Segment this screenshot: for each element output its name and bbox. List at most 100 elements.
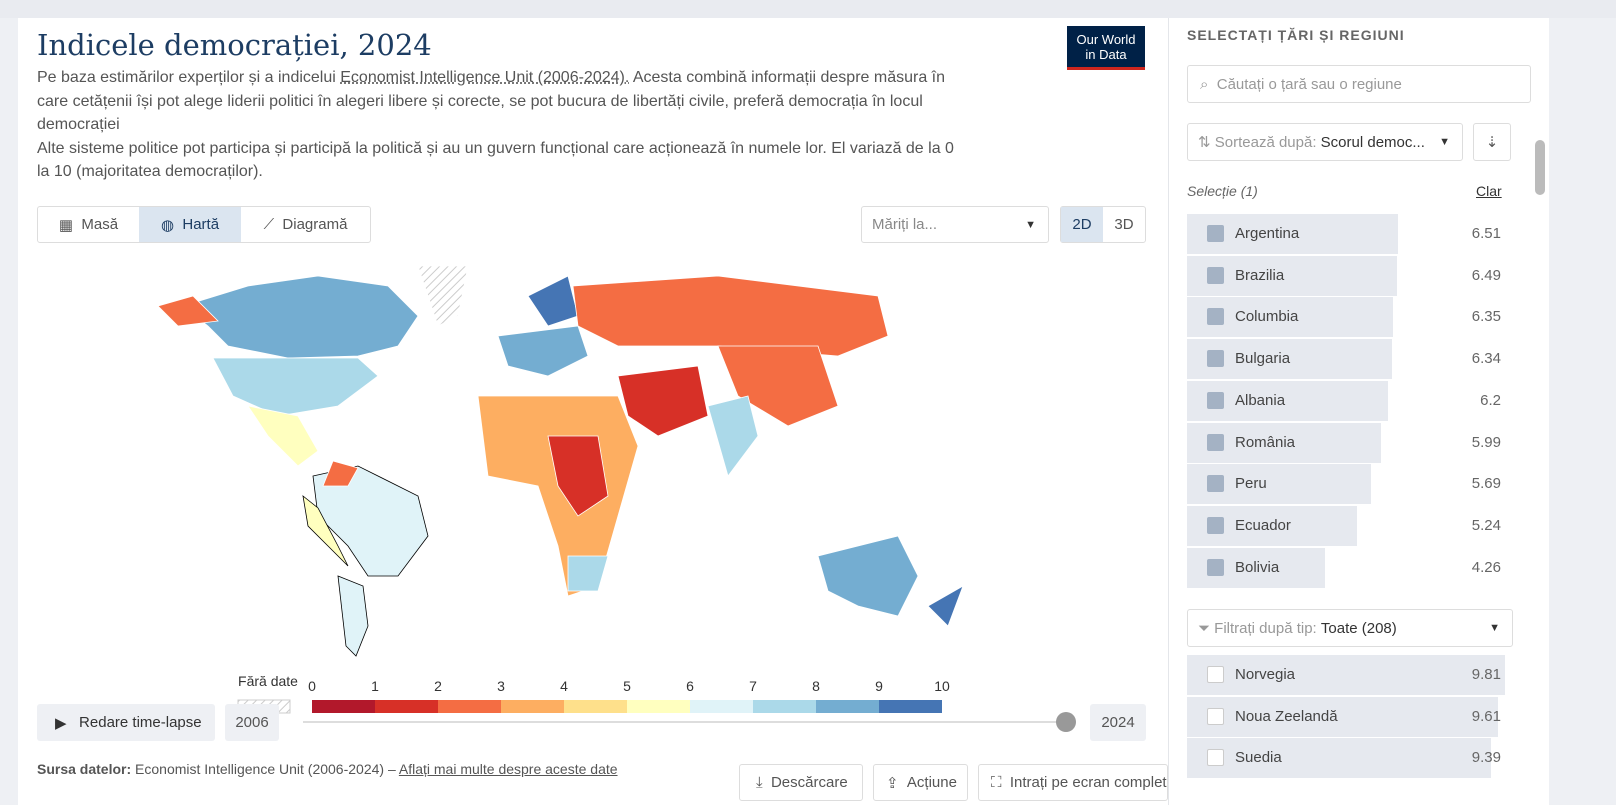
filter-select[interactable]: ⏷ Filtrați după tip: Toate (208) ▼ — [1187, 609, 1513, 647]
checkbox — [1207, 666, 1224, 683]
source-link[interactable]: Aflați mai multe despre aceste date — [398, 761, 618, 777]
action-label: Acțiune — [906, 774, 957, 791]
play-button[interactable]: ▶ Redare time-lapse — [37, 704, 215, 741]
australia — [817, 535, 919, 617]
peru — [302, 495, 349, 567]
end-year[interactable]: 2024 — [1090, 704, 1146, 741]
tab-label: Masă — [81, 216, 119, 233]
paragraph: Alte sisteme politice pot participa și p… — [37, 139, 954, 181]
legend-tick-label: 2 — [434, 678, 442, 694]
country-name: Bulgaria — [1235, 350, 1291, 368]
country-row[interactable]: Ecuador 5.24 — [1187, 505, 1511, 547]
country-name: Suedia — [1235, 749, 1282, 767]
nordics — [527, 275, 579, 327]
legend-tick-label: 6 — [686, 678, 694, 694]
world-map — [157, 265, 964, 657]
legend-bin — [816, 700, 879, 713]
country-row[interactable]: Bulgaria 6.34 — [1187, 339, 1511, 381]
checkbox — [1207, 516, 1224, 534]
legend-tick-label: 3 — [497, 678, 505, 694]
source-link[interactable]: Economist Intelligence Unit (2006-2024). — [340, 69, 630, 86]
action-label: Descărcare — [770, 774, 848, 791]
source: Sursa datelor: Economist Intelligence Un… — [37, 761, 618, 777]
source-label: Sursa datelor: — [37, 761, 132, 777]
country-name: România — [1235, 433, 1296, 451]
tab-active[interactable]: ◍ Hartă — [139, 207, 241, 242]
play-label: Redare time-lapse — [79, 714, 202, 731]
legend-tick-label: 4 — [560, 678, 568, 694]
country-name: Argentina — [1235, 225, 1300, 242]
tab[interactable]: ⟋ Diagramă — [263, 216, 348, 233]
legend-tick-label: 1 — [371, 678, 379, 694]
africa — [477, 395, 639, 597]
description: Pe baza estimărilor experților și a indi… — [37, 66, 977, 184]
country-value: 4.26 — [1471, 558, 1501, 576]
checkbox — [1207, 350, 1224, 368]
scrollbar[interactable] — [1535, 140, 1545, 195]
country-row[interactable]: România 5.99 — [1187, 422, 1511, 464]
action-button[interactable]: ⇪ Acțiune — [873, 764, 968, 801]
search-placeholder: Căutați o țară sau o regiune — [1216, 75, 1402, 93]
no-data-label: Fără date — [238, 673, 298, 689]
usa — [212, 357, 379, 417]
brazil — [312, 465, 429, 577]
checkbox — [1207, 558, 1224, 576]
sort-label: Sortează după: — [1214, 133, 1317, 151]
logo-line: in Data — [1085, 47, 1127, 62]
country-row[interactable]: Norvegia 9.81 — [1187, 655, 1511, 696]
sort-order[interactable]: ⇣ — [1473, 123, 1511, 161]
action-label: Intrați pe ecran complet — [1009, 774, 1167, 791]
logo[interactable]: Our World in Data — [1067, 26, 1145, 70]
country-name: Columbia — [1235, 308, 1299, 326]
timeline-handle[interactable] — [1056, 712, 1076, 732]
clear-button[interactable]: Clar — [1476, 183, 1502, 199]
sort-value: Scorul democ... — [1320, 133, 1425, 151]
logo-line: Our World — [1076, 32, 1136, 47]
country-row[interactable]: Columbia 6.35 — [1187, 297, 1511, 339]
country-row[interactable]: Albania 6.2 — [1187, 380, 1511, 422]
country-row[interactable]: Peru 5.69 — [1187, 464, 1511, 506]
sort-select[interactable]: ⇅ Sortează după: Scorul democ... ▼ — [1187, 123, 1463, 161]
country-name: Noua Zeelandă — [1235, 707, 1338, 725]
checkbox — [1207, 308, 1224, 326]
country-value: 6.35 — [1471, 308, 1501, 326]
country-name: Norvegia — [1235, 666, 1296, 683]
country-row[interactable]: Argentina 6.51 — [1187, 214, 1511, 255]
view-2d[interactable]: 2D — [1061, 207, 1103, 242]
action-button[interactable]: ⛶ Intrați pe ecran complet — [978, 764, 1168, 801]
legend-bin — [501, 700, 564, 713]
russia-east — [157, 295, 219, 327]
checkbox — [1207, 391, 1224, 409]
country-name: Ecuador — [1235, 516, 1291, 534]
text: Pe baza estimărilor experților și a indi… — [37, 69, 336, 86]
country-row[interactable]: Bolivia 4.26 — [1187, 547, 1511, 589]
country-row[interactable]: Suedia 9.39 — [1187, 738, 1511, 780]
europe — [497, 325, 589, 377]
country-value: 6.49 — [1471, 266, 1501, 284]
zoom-select[interactable]: Măriți la... ▼ — [861, 206, 1049, 243]
text: Acesta combină informații despre măsura … — [37, 69, 945, 133]
tab[interactable]: ▦ Masă — [58, 216, 119, 234]
legend-bin — [753, 700, 816, 713]
filter-value: Toate (208) — [1320, 619, 1397, 637]
country-row[interactable]: Brazilia 6.49 — [1187, 255, 1511, 297]
legend-tick-label: 5 — [623, 678, 631, 694]
legend-bin — [627, 700, 690, 713]
country-value: 9.81 — [1471, 666, 1501, 683]
search-box[interactable]: ⌕ Căutați o țară sau o regiune — [1187, 65, 1531, 103]
zoom-label: Măriți la... — [872, 216, 938, 233]
start-year[interactable]: 2006 — [225, 704, 279, 741]
action-button[interactable]: ⤓ Descărcare — [739, 764, 863, 801]
checkbox — [1207, 225, 1224, 242]
tab-label: Hartă — [182, 216, 220, 233]
new-zealand — [927, 585, 964, 627]
country-row[interactable]: Noua Zeelandă 9.61 — [1187, 696, 1511, 738]
selection-count: Selecție (1) — [1187, 183, 1258, 199]
country-value: 6.51 — [1471, 225, 1501, 242]
country-value: 5.69 — [1471, 475, 1501, 493]
south-africa — [567, 555, 609, 592]
legend-bin — [438, 700, 501, 713]
tab-label: Diagramă — [282, 216, 348, 233]
view-3d[interactable]: 3D — [1114, 216, 1134, 233]
